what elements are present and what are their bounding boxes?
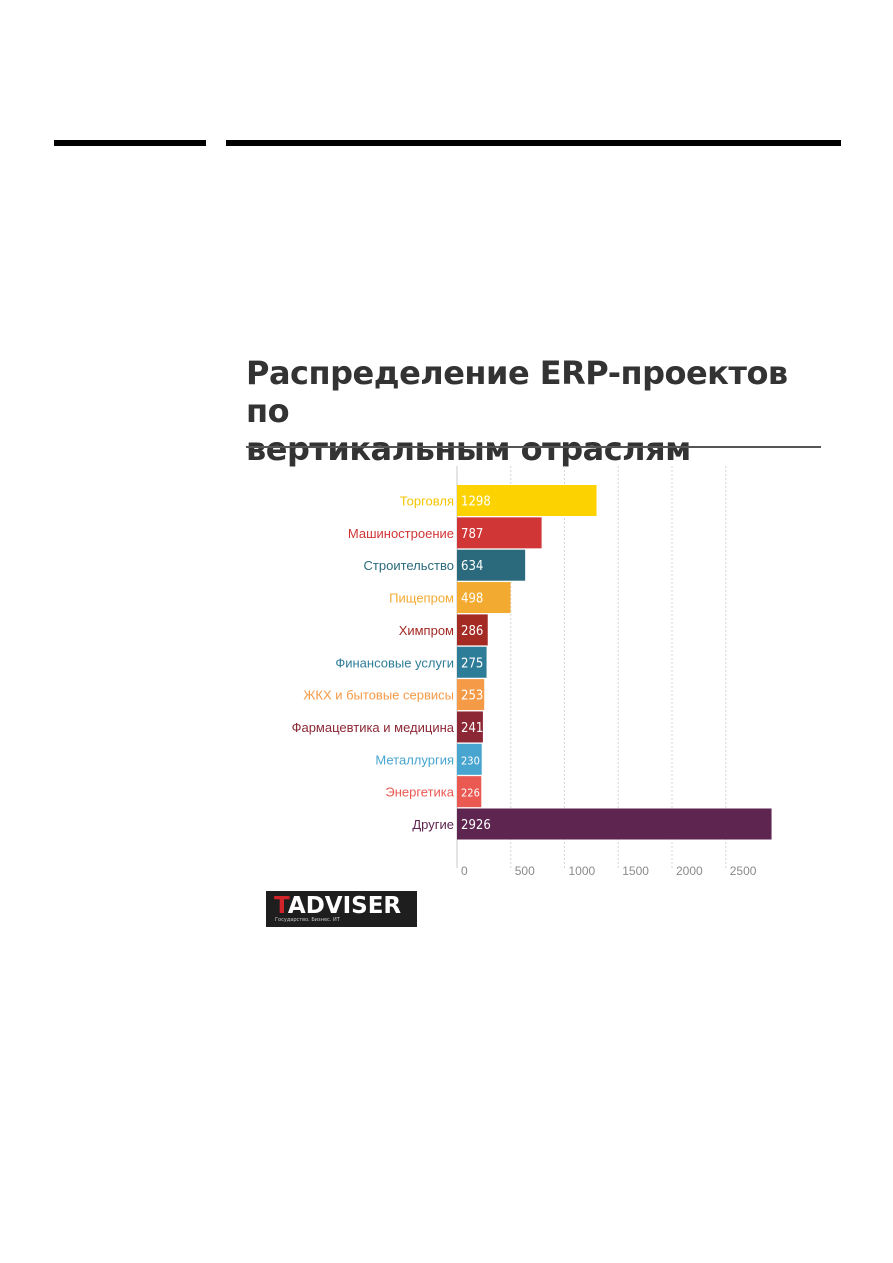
bar-chart: 1298 Торговля 787 Машиностроение 634 Строител… [292,466,772,878]
category-label: Химпром [399,623,454,638]
bar [457,808,772,840]
category-label: Машиностроение [348,526,454,541]
tadviser-logo: TADVISER Государство. Бизнес. ИТ [266,891,417,927]
category-label: Другие [412,817,454,832]
x-tick-label: 1000 [569,864,596,878]
bar-value-label: 253 [461,689,483,704]
bar-value-label: 498 [461,592,483,607]
x-tick-label: 2000 [676,864,703,878]
bar-value-label: 286 [461,624,483,639]
bar-value-label: 2926 [461,818,491,833]
category-label: Финансовые услуги [335,655,454,670]
bar-value-label: 275 [461,656,483,671]
x-tick-label: 1500 [622,864,649,878]
chart-title-line-1: Распределение ERP-проектов по [246,354,788,430]
logo-tagline: Государство. Бизнес. ИТ [275,917,340,923]
bar-value-label: 241 [461,721,483,736]
logo-wordmark: TADVISER [274,892,401,920]
x-tick-label: 0 [461,864,468,878]
bar-value-label: 634 [461,559,483,574]
bar-value-label: 226 [461,787,480,800]
category-label: Фармацевтика и медицина [292,720,455,735]
bar-value-label: 230 [461,754,480,767]
bar [457,614,488,646]
bar [457,711,483,743]
title-underline [246,446,821,448]
x-tick-label: 500 [515,864,535,878]
logo-rest: ADVISER [287,893,402,919]
chart-title-line-2: вертикальным отраслям [246,430,691,468]
category-label: Строительство [364,558,454,573]
bar [457,549,526,581]
bar [457,776,482,808]
bar [457,646,487,678]
category-label: Энергетика [385,785,454,800]
bar-value-label: 787 [461,527,483,542]
bar-value-label: 1298 [461,495,491,510]
category-label: Торговля [400,494,454,509]
logo-first-letter: T [274,893,288,919]
bar [457,582,511,614]
header-rule-left [54,140,206,146]
category-label: Металлургия [375,752,454,767]
chart-title: Распределение ERP-проектов по вертикальны… [246,354,826,468]
header-rule-right [226,140,841,146]
bar [457,517,542,549]
bar [457,485,597,516]
bar [457,743,482,775]
category-label: Пищепром [389,591,454,606]
x-tick-label: 2500 [730,864,757,878]
category-label: ЖКХ и бытовые сервисы [303,688,454,703]
bar [457,679,485,711]
